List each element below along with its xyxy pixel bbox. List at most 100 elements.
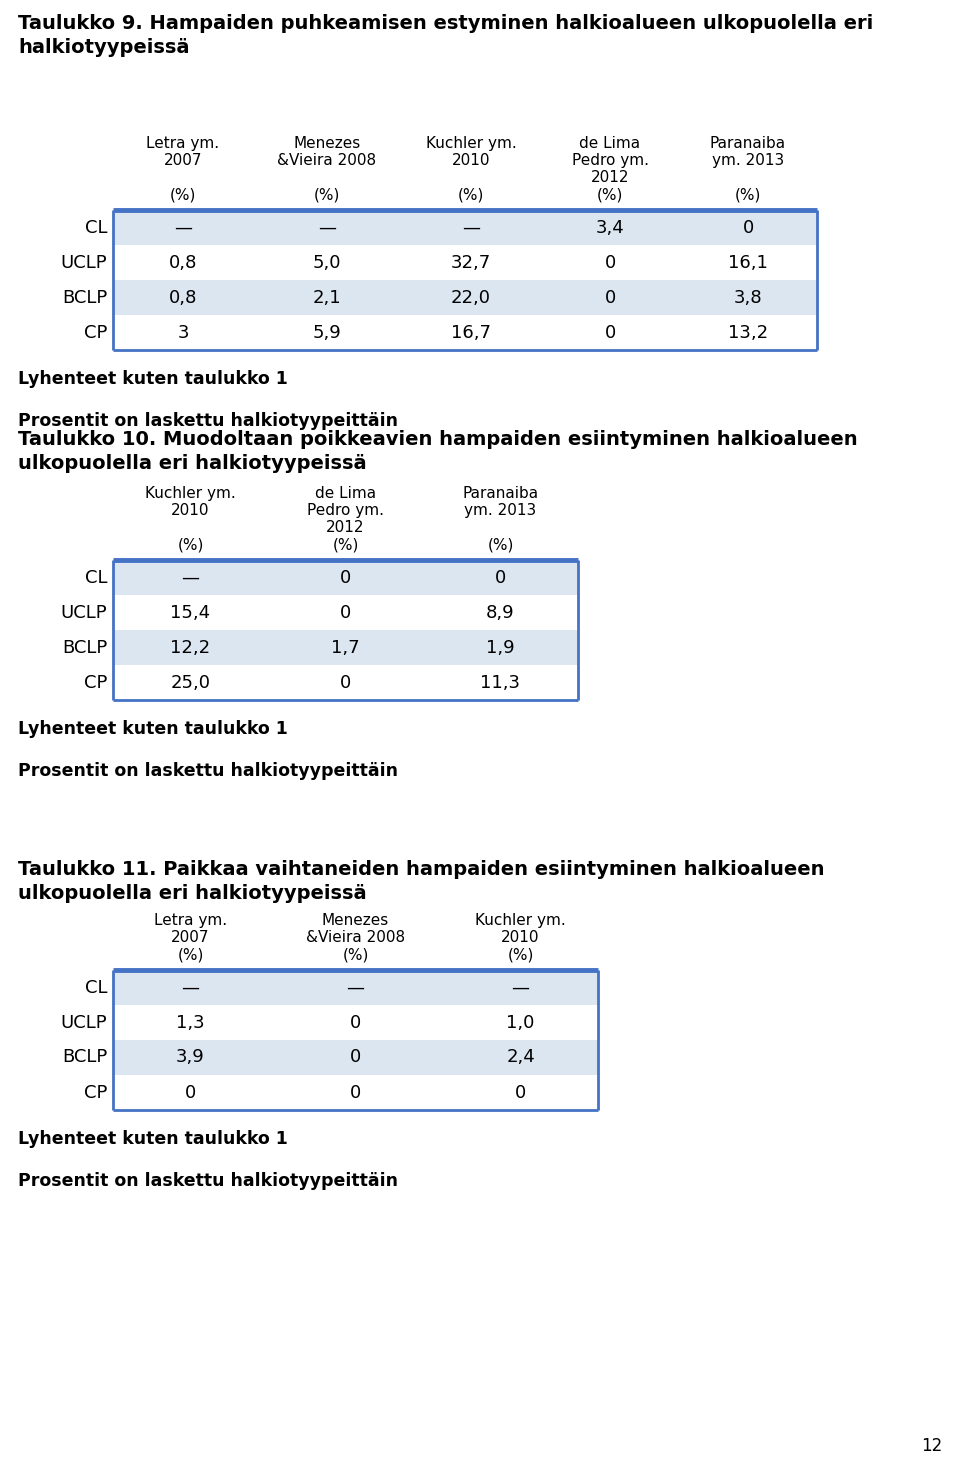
Text: CL: CL — [84, 569, 107, 587]
Text: 0: 0 — [494, 569, 506, 587]
Bar — [113, 970, 598, 1005]
Text: 13,2: 13,2 — [728, 323, 768, 342]
Text: ym. 2013: ym. 2013 — [712, 153, 784, 168]
Text: 2010: 2010 — [501, 930, 540, 945]
Text: 3,8: 3,8 — [733, 289, 762, 307]
Text: CP: CP — [84, 1083, 107, 1101]
Text: —: — — [318, 218, 336, 236]
Text: 0: 0 — [349, 1014, 361, 1032]
Text: (%): (%) — [597, 187, 623, 202]
Text: ym. 2013: ym. 2013 — [465, 503, 537, 517]
Text: 0: 0 — [349, 1083, 361, 1101]
Bar — [113, 1075, 598, 1110]
Text: de Lima: de Lima — [580, 136, 640, 150]
Text: 11,3: 11,3 — [481, 674, 520, 691]
Text: Taulukko 11. Paikkaa vaihtaneiden hampaiden esiintyminen halkioalueen: Taulukko 11. Paikkaa vaihtaneiden hampai… — [18, 859, 825, 879]
Bar — [113, 1005, 598, 1041]
Text: (%): (%) — [314, 187, 340, 202]
Text: Menezes: Menezes — [322, 912, 389, 929]
Text: 16,7: 16,7 — [451, 323, 491, 342]
Text: 2007: 2007 — [164, 153, 203, 168]
Text: Lyhenteet kuten taulukko 1: Lyhenteet kuten taulukko 1 — [18, 1131, 288, 1148]
Text: Letra ym.: Letra ym. — [154, 912, 228, 929]
Text: &Vieira 2008: &Vieira 2008 — [277, 153, 376, 168]
Text: 0,8: 0,8 — [169, 289, 197, 307]
Text: BCLP: BCLP — [61, 289, 107, 307]
Text: 0: 0 — [340, 569, 351, 587]
Text: CP: CP — [84, 674, 107, 691]
Text: 0,8: 0,8 — [169, 254, 197, 271]
Text: Prosentit on laskettu halkiotyypeittäin: Prosentit on laskettu halkiotyypeittäin — [18, 762, 398, 780]
Text: —: — — [181, 979, 200, 996]
Text: Pedro ym.: Pedro ym. — [571, 153, 649, 168]
Text: 5,9: 5,9 — [313, 323, 342, 342]
Text: 5,0: 5,0 — [313, 254, 341, 271]
Text: Kuchler ym.: Kuchler ym. — [475, 912, 565, 929]
Text: (%): (%) — [734, 187, 761, 202]
Text: —: — — [512, 979, 530, 996]
Text: Paranaiba: Paranaiba — [463, 486, 539, 501]
Text: —: — — [462, 218, 480, 236]
Text: Letra ym.: Letra ym. — [147, 136, 220, 150]
Text: 2012: 2012 — [590, 170, 629, 186]
Text: 1,7: 1,7 — [331, 638, 360, 656]
Text: 0: 0 — [605, 323, 615, 342]
Text: 2010: 2010 — [452, 153, 491, 168]
Text: BCLP: BCLP — [61, 1048, 107, 1067]
Text: (%): (%) — [178, 946, 204, 963]
Text: Kuchler ym.: Kuchler ym. — [425, 136, 516, 150]
Text: 0: 0 — [515, 1083, 526, 1101]
Text: (%): (%) — [170, 187, 196, 202]
Text: 3,4: 3,4 — [595, 218, 624, 236]
Text: —: — — [174, 218, 192, 236]
Text: Prosentit on laskettu halkiotyypeittäin: Prosentit on laskettu halkiotyypeittäin — [18, 413, 398, 430]
Text: 8,9: 8,9 — [486, 603, 515, 622]
Text: 16,1: 16,1 — [728, 254, 768, 271]
Text: 0: 0 — [340, 603, 351, 622]
Text: (%): (%) — [178, 537, 204, 551]
Bar — [113, 665, 578, 700]
Bar — [113, 315, 817, 349]
Text: 0: 0 — [605, 289, 615, 307]
Bar — [113, 209, 817, 245]
Text: 2,4: 2,4 — [506, 1048, 535, 1067]
Text: CP: CP — [84, 323, 107, 342]
Bar — [113, 560, 578, 595]
Text: de Lima: de Lima — [315, 486, 376, 501]
Text: Taulukko 10. Muodoltaan poikkeavien hampaiden esiintyminen halkioalueen: Taulukko 10. Muodoltaan poikkeavien hamp… — [18, 430, 857, 450]
Text: 1,9: 1,9 — [486, 638, 515, 656]
Text: 12,2: 12,2 — [171, 638, 210, 656]
Text: 3: 3 — [178, 323, 189, 342]
Text: (%): (%) — [343, 946, 369, 963]
Text: 0: 0 — [605, 254, 615, 271]
Text: Lyhenteet kuten taulukko 1: Lyhenteet kuten taulukko 1 — [18, 370, 288, 388]
Text: (%): (%) — [488, 537, 514, 551]
Text: 2010: 2010 — [171, 503, 209, 517]
Text: CL: CL — [84, 979, 107, 996]
Text: 22,0: 22,0 — [451, 289, 491, 307]
Text: 32,7: 32,7 — [451, 254, 492, 271]
Text: 3,9: 3,9 — [176, 1048, 204, 1067]
Text: 12: 12 — [921, 1437, 942, 1455]
Text: Kuchler ym.: Kuchler ym. — [145, 486, 236, 501]
Text: 2007: 2007 — [171, 930, 209, 945]
Text: ulkopuolella eri halkiotyypeissä: ulkopuolella eri halkiotyypeissä — [18, 884, 367, 904]
Text: CL: CL — [84, 218, 107, 236]
Text: —: — — [181, 569, 200, 587]
Text: Menezes: Menezes — [294, 136, 361, 150]
Bar — [113, 595, 578, 629]
Text: 2012: 2012 — [326, 520, 365, 535]
Text: 0: 0 — [185, 1083, 196, 1101]
Text: 25,0: 25,0 — [171, 674, 210, 691]
Bar — [113, 1041, 598, 1075]
Text: Pedro ym.: Pedro ym. — [307, 503, 384, 517]
Text: (%): (%) — [458, 187, 484, 202]
Text: BCLP: BCLP — [61, 638, 107, 656]
Text: Taulukko 9. Hampaiden puhkeamisen estyminen halkioalueen ulkopuolella eri: Taulukko 9. Hampaiden puhkeamisen estymi… — [18, 13, 874, 32]
Text: 2,1: 2,1 — [313, 289, 342, 307]
Text: Prosentit on laskettu halkiotyypeittäin: Prosentit on laskettu halkiotyypeittäin — [18, 1172, 398, 1190]
Bar — [113, 245, 817, 280]
Text: (%): (%) — [507, 946, 534, 963]
Text: UCLP: UCLP — [60, 603, 107, 622]
Text: UCLP: UCLP — [60, 254, 107, 271]
